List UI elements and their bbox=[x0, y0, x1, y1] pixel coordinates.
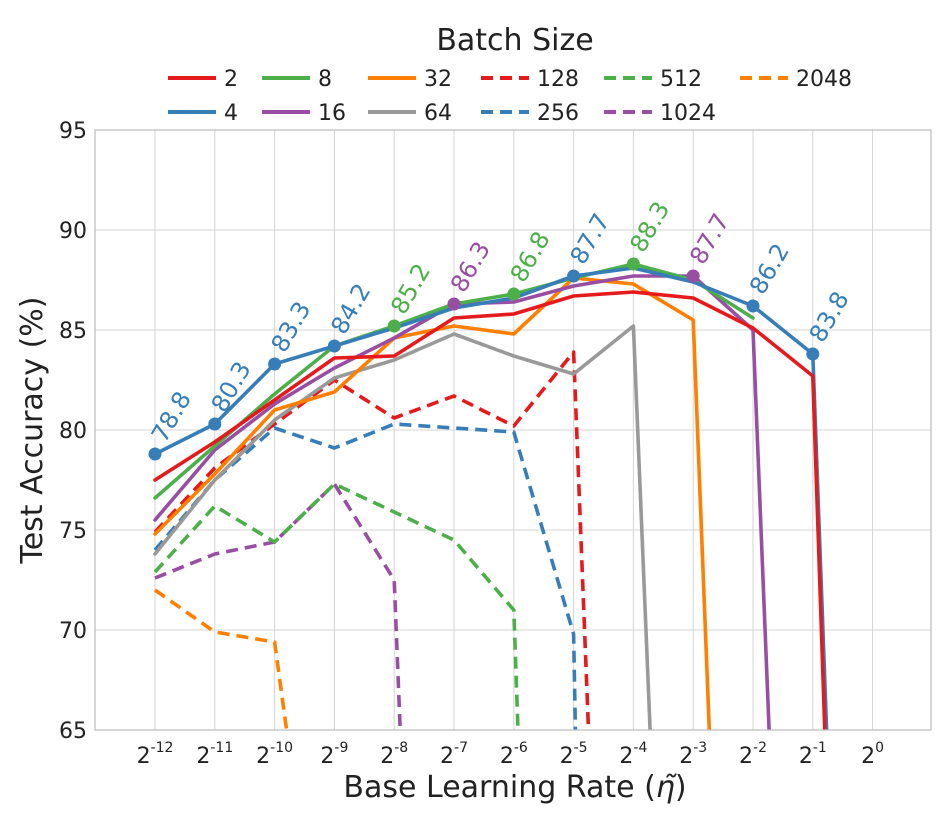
x-tick-base: 2 bbox=[679, 744, 693, 769]
best-marker-7 bbox=[567, 269, 581, 283]
x-axis-title: Base Learning Rate (η̃) bbox=[343, 770, 686, 805]
x-tick-exponent: -3 bbox=[693, 740, 707, 756]
legend: 2 4 8 16 32 64 128 256 512 1024 2048 bbox=[168, 67, 852, 126]
x-axis-title-symbol: η̃ bbox=[656, 770, 677, 805]
x-tick-exponent: -9 bbox=[334, 740, 348, 756]
x-tick-exponent: -6 bbox=[514, 740, 528, 756]
legend-label-32: 32 bbox=[424, 67, 452, 92]
x-tick-label-11: 2-1 bbox=[799, 740, 827, 769]
y-tick-label-3: 80 bbox=[59, 419, 87, 444]
y-tick-label-1: 70 bbox=[59, 619, 87, 644]
x-tick-base: 2 bbox=[137, 744, 151, 769]
legend-label-128: 128 bbox=[537, 67, 579, 92]
y-tick-label-5: 90 bbox=[59, 219, 87, 244]
series-line-2048 bbox=[153, 588, 289, 730]
series-line-2 bbox=[153, 290, 827, 730]
x-tick-exponent: -5 bbox=[574, 740, 588, 756]
x-tick-label-1: 2-11 bbox=[196, 740, 233, 769]
x-tick-base: 2 bbox=[861, 744, 875, 769]
best-marker-1 bbox=[208, 417, 222, 431]
x-tick-exponent: -7 bbox=[454, 740, 468, 756]
x-tick-exponent: 0 bbox=[875, 740, 884, 756]
legend-label-4: 4 bbox=[224, 101, 238, 126]
legend-label-8: 8 bbox=[318, 67, 332, 92]
series-line-64 bbox=[153, 324, 652, 730]
best-marker-11 bbox=[806, 347, 820, 361]
x-tick-label-6: 2-6 bbox=[500, 740, 528, 769]
legend-label-256: 256 bbox=[537, 101, 579, 126]
y-tick-label-6: 95 bbox=[59, 119, 87, 144]
x-tick-base: 2 bbox=[320, 744, 334, 769]
series-line-512 bbox=[153, 482, 520, 730]
y-tick-labels: 65 70 75 80 85 90 95 bbox=[59, 119, 87, 744]
legend-label-1024: 1024 bbox=[660, 101, 716, 126]
x-tick-base: 2 bbox=[619, 744, 633, 769]
x-tick-label-4: 2-8 bbox=[380, 740, 408, 769]
legend-label-2048: 2048 bbox=[796, 67, 852, 92]
series-line-256 bbox=[153, 422, 578, 730]
y-tick-label-0: 65 bbox=[59, 719, 87, 744]
x-axis-title-prefix: Base Learning Rate ( bbox=[343, 770, 655, 805]
best-marker-2 bbox=[268, 357, 282, 371]
x-tick-base: 2 bbox=[799, 744, 813, 769]
x-tick-label-10: 2-2 bbox=[739, 740, 767, 769]
x-tick-base: 2 bbox=[500, 744, 514, 769]
legend-label-512: 512 bbox=[660, 67, 702, 92]
best-marker-8 bbox=[626, 257, 640, 271]
y-tick-label-4: 85 bbox=[59, 319, 87, 344]
x-tick-base: 2 bbox=[560, 744, 574, 769]
y-tick-label-2: 75 bbox=[59, 519, 87, 544]
x-tick-exponent: -2 bbox=[753, 740, 767, 756]
best-marker-4 bbox=[387, 319, 401, 333]
x-tick-label-5: 2-7 bbox=[440, 740, 468, 769]
best-marker-3 bbox=[327, 339, 341, 353]
y-axis-title: Test Accuracy (%) bbox=[15, 296, 50, 564]
best-marker-5 bbox=[447, 297, 461, 311]
x-tick-labels: 2-12 2-11 2-10 2-9 2-8 2-7 2-6 2-5 2-4 2-3 2-2 2-1 2… bbox=[137, 740, 884, 769]
legend-label-2: 2 bbox=[224, 67, 238, 92]
x-tick-base: 2 bbox=[380, 744, 394, 769]
x-tick-base: 2 bbox=[256, 744, 270, 769]
x-tick-label-7: 2-5 bbox=[560, 740, 588, 769]
legend-title: Batch Size bbox=[436, 23, 593, 58]
legend-label-64: 64 bbox=[424, 101, 452, 126]
legend-label-16: 16 bbox=[318, 101, 346, 126]
x-tick-exponent: -12 bbox=[151, 740, 174, 756]
plot-frame bbox=[94, 129, 932, 731]
x-axis-title-suffix: ) bbox=[675, 770, 687, 805]
series-line-32 bbox=[153, 276, 712, 730]
x-tick-label-8: 2-4 bbox=[619, 740, 647, 769]
x-tick-exponent: -4 bbox=[633, 740, 647, 756]
series-line-1024 bbox=[154, 482, 402, 730]
x-tick-label-9: 2-3 bbox=[679, 740, 707, 769]
x-tick-label-12: 20 bbox=[861, 740, 884, 769]
series-line-128 bbox=[153, 350, 591, 730]
x-tick-exponent: -11 bbox=[210, 740, 233, 756]
x-tick-exponent: -1 bbox=[813, 740, 827, 756]
x-tick-base: 2 bbox=[440, 744, 454, 769]
x-tick-label-3: 2-9 bbox=[320, 740, 348, 769]
x-tick-label-2: 2-10 bbox=[256, 740, 293, 769]
x-tick-exponent: -8 bbox=[394, 740, 408, 756]
x-tick-base: 2 bbox=[196, 744, 210, 769]
best-marker-6 bbox=[507, 287, 521, 301]
x-tick-label-0: 2-12 bbox=[137, 740, 174, 769]
x-tick-base: 2 bbox=[739, 744, 753, 769]
best-marker-0 bbox=[148, 447, 162, 461]
best-marker-9 bbox=[686, 269, 700, 283]
x-tick-exponent: -10 bbox=[270, 740, 293, 756]
best-marker-10 bbox=[746, 299, 760, 313]
